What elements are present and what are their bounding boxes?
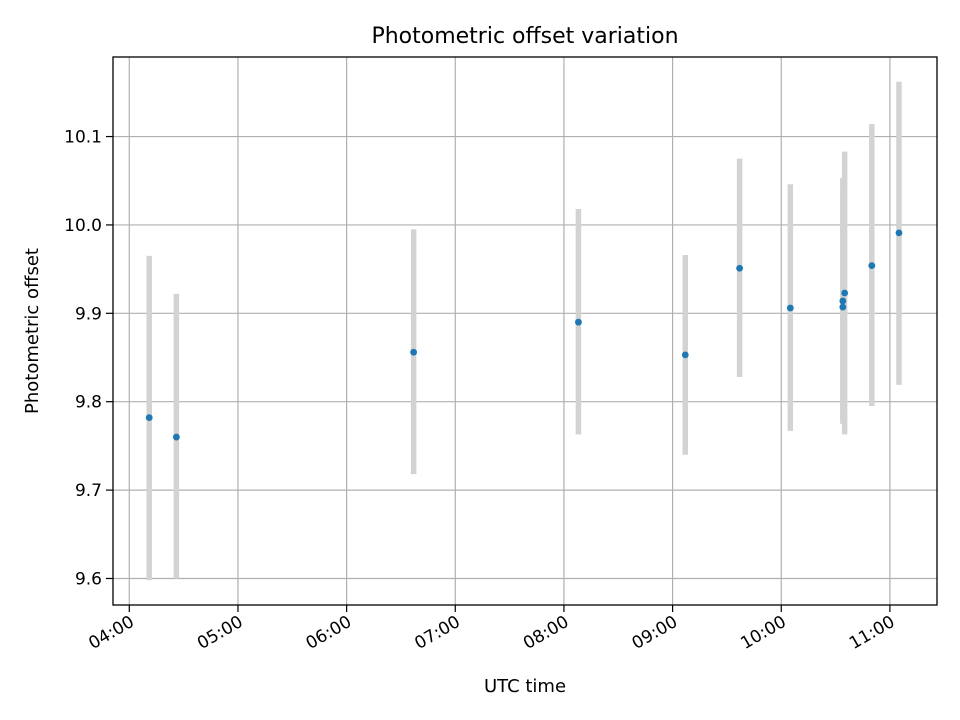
grid-lines: [113, 57, 937, 605]
y-axis-ticks: 9.6 9.7 9.8 9.9 10.0 10.1: [64, 128, 113, 589]
error-bars: [146, 81, 902, 581]
plot-area-frame: [112, 56, 938, 606]
data-point: [895, 229, 903, 237]
data-point: [575, 318, 582, 326]
data-point: [839, 297, 847, 305]
data-point: [841, 289, 849, 297]
data-point: [868, 262, 876, 269]
y-tick-label: 10.0: [64, 216, 102, 236]
chart-title: Photometric offset variation: [371, 24, 678, 49]
x-axis-ticks: 04:00 05:00 06:00 07:00 08:00 09:00 10:00 11:00: [85, 605, 898, 654]
x-tick-label: 07:00: [411, 612, 463, 654]
data-point: [839, 303, 847, 311]
x-tick-label: 09:00: [629, 612, 681, 654]
y-tick-label: 9.8: [75, 393, 102, 413]
x-tick-label: 04:00: [85, 612, 137, 654]
y-tick-label: 9.7: [75, 481, 102, 501]
x-tick-label: 05:00: [194, 612, 246, 654]
x-tick-label: 08:00: [520, 612, 572, 654]
data-point: [786, 304, 794, 312]
data-points: [145, 229, 903, 441]
y-axis-label: Photometric offset: [22, 248, 43, 414]
data-point: [172, 433, 180, 441]
y-tick-label: 10.1: [64, 128, 102, 148]
x-tick-label: 10:00: [737, 612, 789, 654]
x-axis-label: UTC time: [484, 676, 566, 697]
y-tick-label: 9.6: [75, 569, 102, 589]
x-tick-label: 11:00: [846, 612, 898, 654]
y-tick-label: 9.9: [75, 304, 102, 324]
data-point: [410, 348, 418, 356]
data-point: [681, 351, 689, 359]
data-point: [145, 414, 153, 422]
data-point: [736, 264, 744, 272]
x-tick-label: 06:00: [303, 612, 355, 654]
